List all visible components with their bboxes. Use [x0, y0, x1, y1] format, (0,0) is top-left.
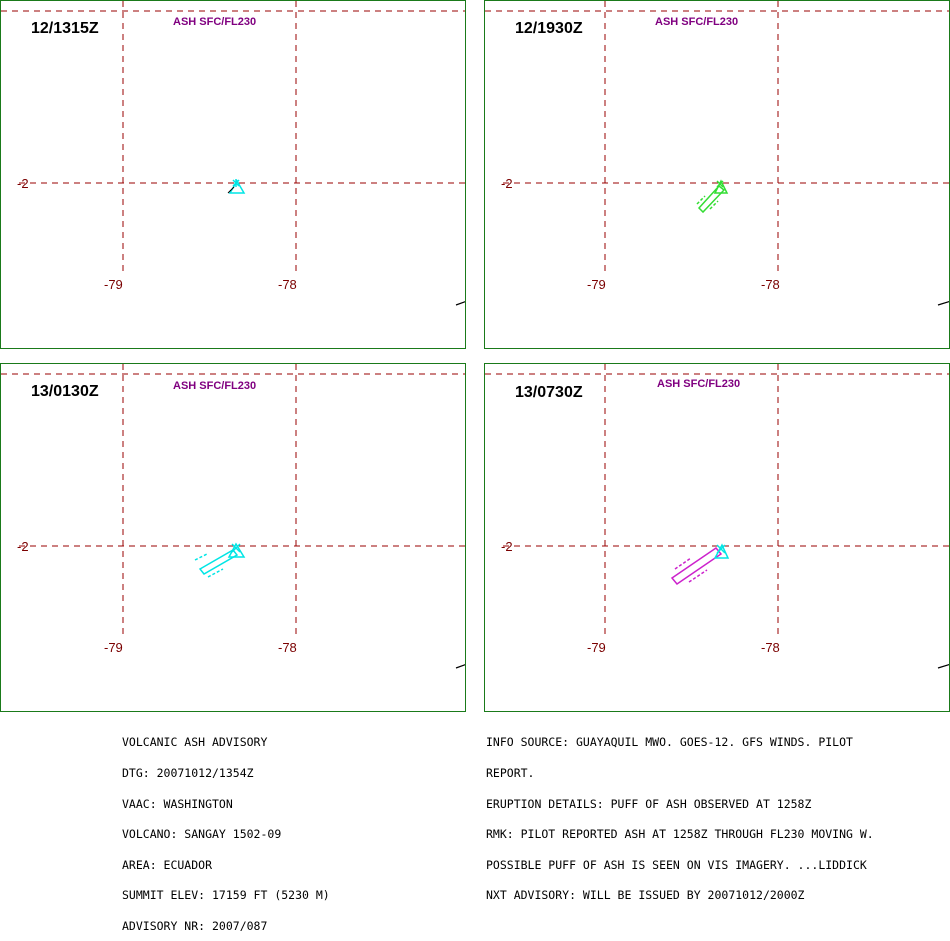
- forecast-panel-3: 13/0130Z ASH SFC/FL230 -2 -79 -78: [0, 363, 466, 712]
- info-line: NXT ADVISORY: WILL BE ISSUED BY 20071012…: [486, 888, 805, 903]
- advisory-line: VOLCANIC ASH ADVISORY: [122, 735, 268, 750]
- info-line: RMK: PILOT REPORTED ASH AT 1258Z THROUGH…: [486, 827, 874, 842]
- map-panel-1: [1, 1, 465, 306]
- advisory-text-block: VOLCANIC ASH ADVISORY DTG: 20071012/1354…: [122, 717, 330, 941]
- forecast-panel-4: 13/0730Z ASH SFC/FL230 -2 -79 -78: [484, 363, 950, 712]
- green-ash-plume-icon: [696, 179, 729, 214]
- forecast-time: 13/0730Z: [515, 384, 583, 401]
- ash-layer-label: ASH SFC/FL230: [173, 380, 257, 392]
- ash-layer-label: ASH SFC/FL230: [657, 378, 741, 390]
- longitude-label-79: -79: [104, 640, 123, 655]
- coastline-fragment: [455, 664, 465, 669]
- coastline-fragment: [455, 301, 465, 306]
- forecast-panel-2: 12/1930Z ASH SFC/FL230 -2 -79 -78: [484, 0, 950, 349]
- longitude-label-78: -78: [761, 277, 780, 292]
- latitude-label: -2: [501, 176, 513, 191]
- forecast-time: 12/1315Z: [31, 20, 99, 37]
- forecast-panel-1: 12/1315Z ASH SFC/FL230 -2 -79 -78: [0, 0, 466, 349]
- info-line: INFO SOURCE: GUAYAQUIL MWO. GOES-12. GFS…: [486, 735, 853, 750]
- advisory-line: DTG: 20071012/1354Z: [122, 766, 254, 780]
- advisory-line: VOLCANO: SANGAY 1502-09: [122, 827, 282, 842]
- longitude-label-79: -79: [587, 277, 606, 292]
- longitude-label-79: -79: [104, 277, 123, 292]
- map-panel-4: [485, 364, 949, 669]
- cyan-ash-plume-icon: [194, 542, 246, 578]
- info-line: ERUPTION DETAILS: PUFF OF ASH OBSERVED A…: [486, 796, 812, 811]
- magenta-ash-plume-icon: [670, 543, 730, 586]
- longitude-label-79: -79: [587, 640, 606, 655]
- advisory-line: SUMMIT ELEV: 17159 FT (5230 M): [122, 888, 330, 903]
- longitude-label-78: -78: [761, 640, 780, 655]
- latitude-label: -2: [17, 539, 29, 554]
- longitude-label-78: -78: [278, 277, 297, 292]
- coastline-fragment: [937, 300, 949, 306]
- latitude-label: -2: [17, 176, 29, 191]
- ash-layer-label: ASH SFC/FL230: [655, 16, 739, 28]
- info-text-block: INFO SOURCE: GUAYAQUIL MWO. GOES-12. GFS…: [486, 717, 874, 911]
- map-panel-2: [485, 1, 949, 306]
- map-panel-3: [1, 364, 465, 669]
- forecast-time: 12/1930Z: [515, 20, 583, 37]
- longitude-label-78: -78: [278, 640, 297, 655]
- info-line: POSSIBLE PUFF OF ASH IS SEEN ON VIS IMAG…: [486, 857, 867, 872]
- advisory-line: VAAC: WASHINGTON: [122, 796, 233, 811]
- coastline-fragment: [937, 663, 949, 669]
- info-line: REPORT.: [486, 766, 535, 780]
- latitude-label: -2: [501, 539, 513, 554]
- ash-layer-label: ASH SFC/FL230: [173, 16, 257, 28]
- cyan-ash-marker-icon: [227, 179, 246, 194]
- forecast-time: 13/0130Z: [31, 383, 99, 400]
- advisory-line: AREA: ECUADOR: [122, 857, 213, 872]
- advisory-line: ADVISORY NR: 2007/087: [122, 918, 268, 933]
